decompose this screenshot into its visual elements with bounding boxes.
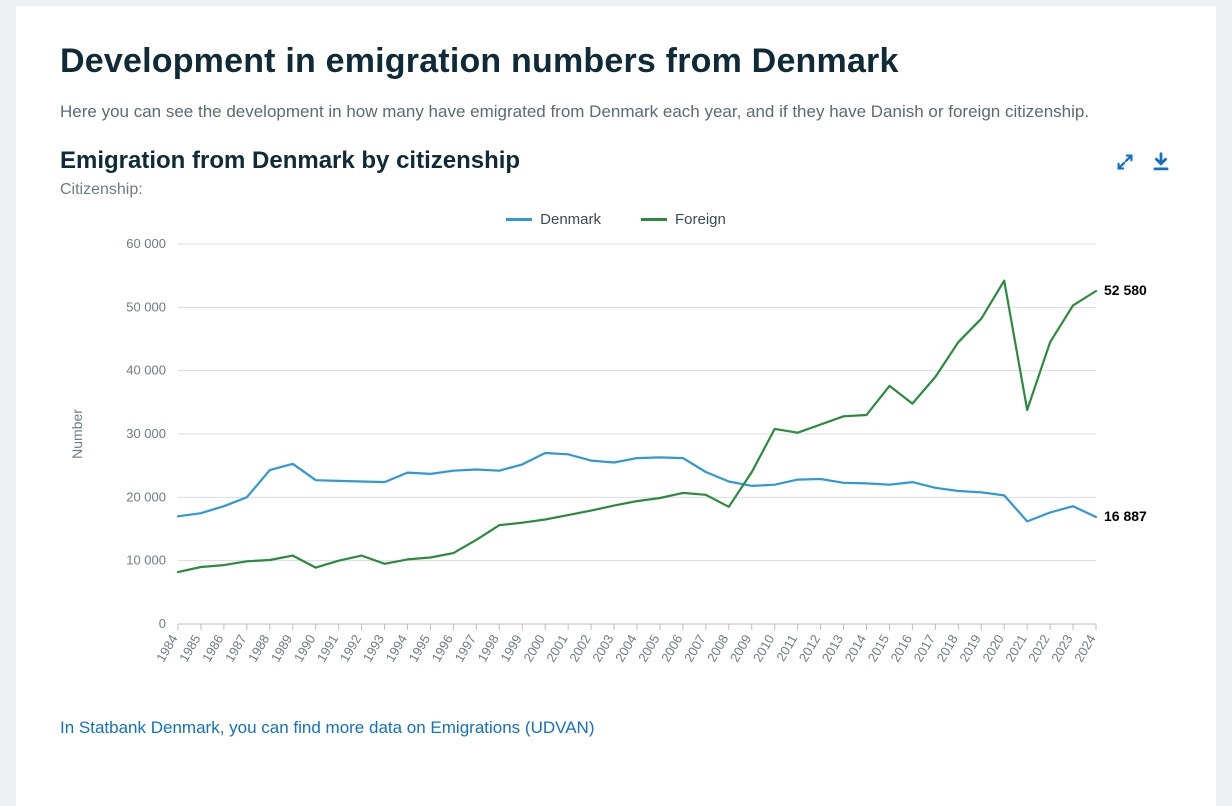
legend-swatch	[641, 218, 667, 221]
svg-text:2017: 2017	[910, 632, 937, 665]
svg-text:2019: 2019	[956, 632, 983, 665]
svg-text:10 000: 10 000	[126, 553, 166, 568]
statbank-link[interactable]: In Statbank Denmark, you can find more d…	[60, 718, 594, 738]
svg-text:2021: 2021	[1002, 632, 1029, 665]
svg-text:1996: 1996	[429, 632, 456, 665]
chart-actions	[1114, 147, 1172, 173]
svg-text:1988: 1988	[245, 632, 272, 665]
svg-text:1999: 1999	[497, 632, 524, 665]
chart-plot: 0 10 000 20 000 30 000 40 000 50 000 60 000 Num…	[60, 234, 1172, 704]
svg-text:2001: 2001	[543, 632, 570, 665]
svg-text:52 580: 52 580	[1104, 282, 1147, 298]
expand-icon[interactable]	[1114, 151, 1136, 173]
svg-text:60 000: 60 000	[126, 236, 166, 251]
svg-text:1991: 1991	[314, 632, 341, 665]
svg-text:1984: 1984	[153, 632, 180, 665]
legend-label: Denmark	[540, 211, 601, 228]
svg-text:2015: 2015	[865, 632, 892, 665]
svg-text:1990: 1990	[291, 632, 318, 665]
svg-text:1992: 1992	[337, 632, 364, 665]
svg-text:1987: 1987	[222, 632, 249, 665]
svg-text:2022: 2022	[1025, 632, 1052, 665]
svg-text:2020: 2020	[979, 632, 1006, 665]
svg-text:50 000: 50 000	[126, 300, 166, 315]
svg-text:2013: 2013	[819, 632, 846, 665]
svg-text:2006: 2006	[658, 632, 685, 665]
svg-text:2003: 2003	[589, 632, 616, 665]
svg-text:2024: 2024	[1071, 632, 1098, 665]
svg-text:2005: 2005	[635, 632, 662, 665]
svg-text:20 000: 20 000	[126, 490, 166, 505]
svg-text:2008: 2008	[704, 632, 731, 665]
chart-header: Emigration from Denmark by citizenship C…	[60, 147, 1172, 207]
svg-text:2010: 2010	[750, 632, 777, 665]
page-title: Development in emigration numbers from D…	[60, 42, 1172, 81]
download-icon[interactable]	[1150, 151, 1172, 173]
svg-text:2002: 2002	[566, 632, 593, 665]
chart-subtitle: Citizenship:	[60, 181, 520, 199]
svg-text:1989: 1989	[268, 632, 295, 665]
legend-swatch	[506, 218, 532, 221]
page-intro: Here you can see the development in how …	[60, 99, 1120, 125]
svg-text:1995: 1995	[406, 632, 433, 665]
content-card: Development in emigration numbers from D…	[16, 6, 1216, 806]
svg-text:40 000: 40 000	[126, 363, 166, 378]
svg-text:Number: Number	[69, 409, 85, 459]
svg-text:2018: 2018	[933, 632, 960, 665]
svg-text:16 887: 16 887	[1104, 508, 1147, 524]
svg-text:2000: 2000	[520, 632, 547, 665]
svg-text:2011: 2011	[773, 632, 800, 664]
chart-legend: Denmark Foreign	[60, 211, 1172, 228]
svg-text:1993: 1993	[360, 632, 387, 665]
legend-label: Foreign	[675, 211, 726, 228]
legend-item[interactable]: Denmark	[506, 211, 601, 228]
svg-text:1986: 1986	[199, 632, 226, 665]
svg-text:2016: 2016	[888, 632, 915, 665]
svg-text:2012: 2012	[796, 632, 823, 665]
chart-title: Emigration from Denmark by citizenship	[60, 147, 520, 175]
svg-text:0: 0	[159, 616, 166, 631]
svg-text:2023: 2023	[1048, 632, 1075, 665]
svg-text:1985: 1985	[176, 632, 203, 665]
svg-text:2004: 2004	[612, 632, 639, 665]
svg-text:1998: 1998	[474, 632, 501, 665]
svg-text:2009: 2009	[727, 632, 754, 665]
svg-text:2007: 2007	[681, 632, 708, 665]
legend-item[interactable]: Foreign	[641, 211, 726, 228]
svg-text:1997: 1997	[451, 632, 478, 665]
svg-text:1994: 1994	[383, 632, 410, 665]
svg-text:2014: 2014	[842, 632, 869, 665]
svg-text:30 000: 30 000	[126, 426, 166, 441]
